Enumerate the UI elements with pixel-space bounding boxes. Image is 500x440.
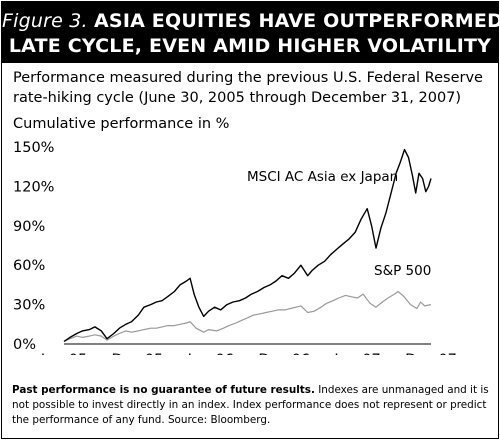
figure-title-line1: ASIA EQUITIES HAVE OUTPERFORMED bbox=[94, 10, 500, 32]
footnote: Past performance is no guarantee of futu… bbox=[12, 383, 492, 428]
footnote-bold: Past performance is no guarantee of futu… bbox=[12, 384, 315, 396]
series-label-msci-asia: MSCI AC Asia ex Japan bbox=[247, 169, 398, 185]
y-tick-label: 60% bbox=[13, 258, 45, 274]
x-tick-label: Jun-06 bbox=[187, 352, 234, 355]
subtitle-line2: rate-hiking cycle (June 30, 2005 through… bbox=[13, 90, 462, 106]
x-tick-label: Dec-05 bbox=[112, 352, 164, 355]
x-tick-label: Jun-07 bbox=[333, 352, 380, 355]
figure-title-line2: LATE CYCLE, EVEN AMID HIGHER VOLATILITY bbox=[8, 35, 492, 57]
performance-chart: 0% 30% 60% 90% 120% 150% Jun-05 Dec-05 Jun-06 De… bbox=[13, 140, 457, 355]
y-tick-label: 90% bbox=[13, 219, 45, 235]
y-axis-label: Cumulative performance in % bbox=[13, 116, 230, 132]
y-tick-label: 30% bbox=[13, 298, 45, 314]
subtitle-line1: Performance measured during the previous… bbox=[13, 70, 483, 86]
x-tick-label: Jun-05 bbox=[40, 352, 87, 355]
series-lines bbox=[63, 148, 432, 342]
series-line-sp500 bbox=[63, 290, 432, 342]
y-tick-label: 0% bbox=[13, 337, 36, 353]
footnote-text: Indexes are unmanaged and it is not poss… bbox=[12, 384, 489, 426]
chart-subtitle: Performance measured during the previous… bbox=[13, 68, 493, 108]
banner-line-2: LATE CYCLE, EVEN AMID HIGHER VOLATILITY bbox=[2, 35, 498, 57]
x-tick-label: Dec-07 bbox=[405, 352, 457, 355]
y-tick-label: 120% bbox=[13, 179, 54, 195]
series-label-sp500: S&P 500 bbox=[374, 263, 431, 279]
banner-line-1: Figure 3. ASIA EQUITIES HAVE OUTPERFORME… bbox=[2, 10, 500, 32]
series-labels: MSCI AC Asia ex Japan S&P 500 bbox=[247, 169, 431, 279]
y-tick-label: 150% bbox=[13, 140, 54, 156]
x-tick-label: Dec-06 bbox=[258, 352, 310, 355]
x-axis-ticks: Jun-05 Dec-05 Jun-06 Dec-06 Jun-07 Dec-07 bbox=[40, 352, 457, 355]
y-axis-ticks: 0% 30% 60% 90% 120% 150% bbox=[13, 140, 54, 353]
series-line-msci-asia bbox=[63, 148, 432, 342]
figure-banner: Figure 3. ASIA EQUITIES HAVE OUTPERFORME… bbox=[2, 2, 500, 63]
figure-label: Figure 3. bbox=[2, 10, 88, 32]
